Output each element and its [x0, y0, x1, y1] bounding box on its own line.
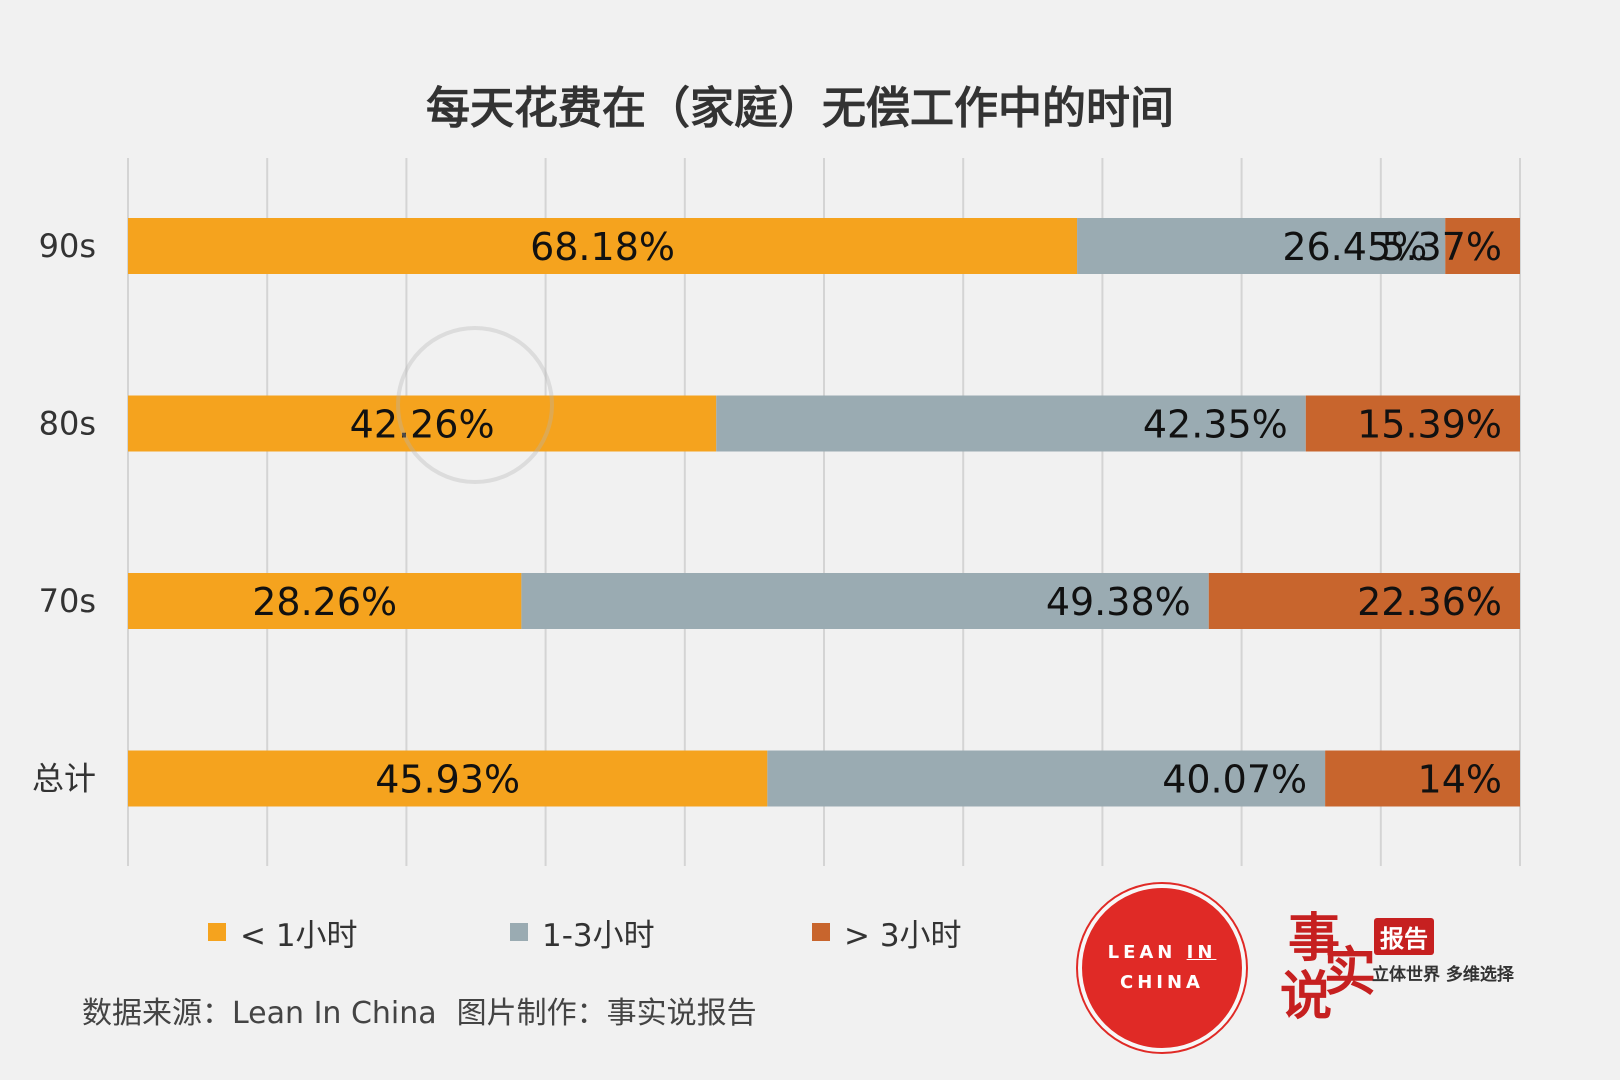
- category-label: 总计: [32, 760, 96, 798]
- data-label: 40.07%: [1162, 758, 1307, 802]
- legend-item-1to3h: 1-3小时: [510, 912, 655, 954]
- legend-item-lt1h: < 1小时: [208, 912, 358, 954]
- bar-segment: [521, 573, 1209, 629]
- data-labels: 68.18% 26.45%5.37%42.26% 42.35% 15.39%28.26…: [252, 225, 1502, 802]
- logo-badge: 报告: [1374, 918, 1434, 955]
- logo-char-shi2: 实: [1324, 942, 1377, 1003]
- data-label: 26.45%: [1282, 225, 1427, 269]
- bar-segment: [128, 218, 1078, 274]
- watermark-lean-in: [396, 326, 554, 484]
- legend-item-gt3h: > 3小时: [812, 912, 962, 954]
- category-label: 70s: [39, 582, 96, 620]
- logo-char-shi: 事: [1288, 908, 1341, 969]
- data-label: 45.93%: [375, 758, 520, 802]
- bar-segment: [128, 750, 768, 807]
- source-text: 数据来源：Lean In China: [82, 996, 437, 1031]
- data-label: 49.38%: [1046, 580, 1191, 624]
- shishishuo-logo: 事 实 说 报告 立体世界 多维选择: [1280, 900, 1522, 1030]
- legend-label-lt1h: < 1小时: [240, 917, 358, 954]
- bar-segment: [1208, 573, 1520, 629]
- lean-in-china-logo: LEAN IN CHINA: [1078, 884, 1246, 1052]
- bar-segment: [1305, 395, 1520, 452]
- category-label: 80s: [39, 405, 96, 443]
- data-label: 28.26%: [252, 580, 397, 624]
- lean-in-logo-line1: LEAN IN: [1107, 942, 1217, 963]
- logo-char-shuo: 说: [1280, 966, 1333, 1027]
- data-label: 5.37%: [1381, 225, 1502, 269]
- legend-swatch-lt1h: [208, 923, 226, 941]
- legend-label-gt3h: > 3小时: [844, 917, 962, 954]
- data-label: 22.36%: [1357, 580, 1502, 624]
- data-label: 68.18%: [530, 225, 675, 269]
- legend-swatch-gt3h: [812, 923, 830, 941]
- lean-in-logo-line2: CHINA: [1120, 972, 1204, 993]
- data-label: 42.35%: [1143, 403, 1288, 447]
- logo-slogan: 立体世界 多维选择: [1372, 965, 1514, 985]
- bar-segment: [1445, 218, 1520, 274]
- bar-segment: [1325, 750, 1520, 807]
- bar-segment: [128, 573, 522, 629]
- category-label: 90s: [39, 227, 96, 265]
- category-labels: 90s 80s 70s 总计: [32, 227, 96, 798]
- footer-source: 数据来源：Lean In China 图片制作：事实说报告: [82, 988, 757, 1032]
- credit-text: 图片制作：事实说报告: [456, 996, 757, 1031]
- chart-title: 每天花费在（家庭）无偿工作中的时间: [426, 83, 1174, 134]
- bar-segment: [767, 750, 1326, 807]
- data-label: 15.39%: [1357, 403, 1502, 447]
- bar-segment: [716, 395, 1306, 452]
- bar-segment: [1077, 218, 1446, 274]
- legend-label-1to3h: 1-3小时: [542, 917, 655, 954]
- grid-lines: [127, 158, 1521, 866]
- legend-swatch-1to3h: [510, 923, 528, 941]
- data-label: 14%: [1418, 758, 1502, 802]
